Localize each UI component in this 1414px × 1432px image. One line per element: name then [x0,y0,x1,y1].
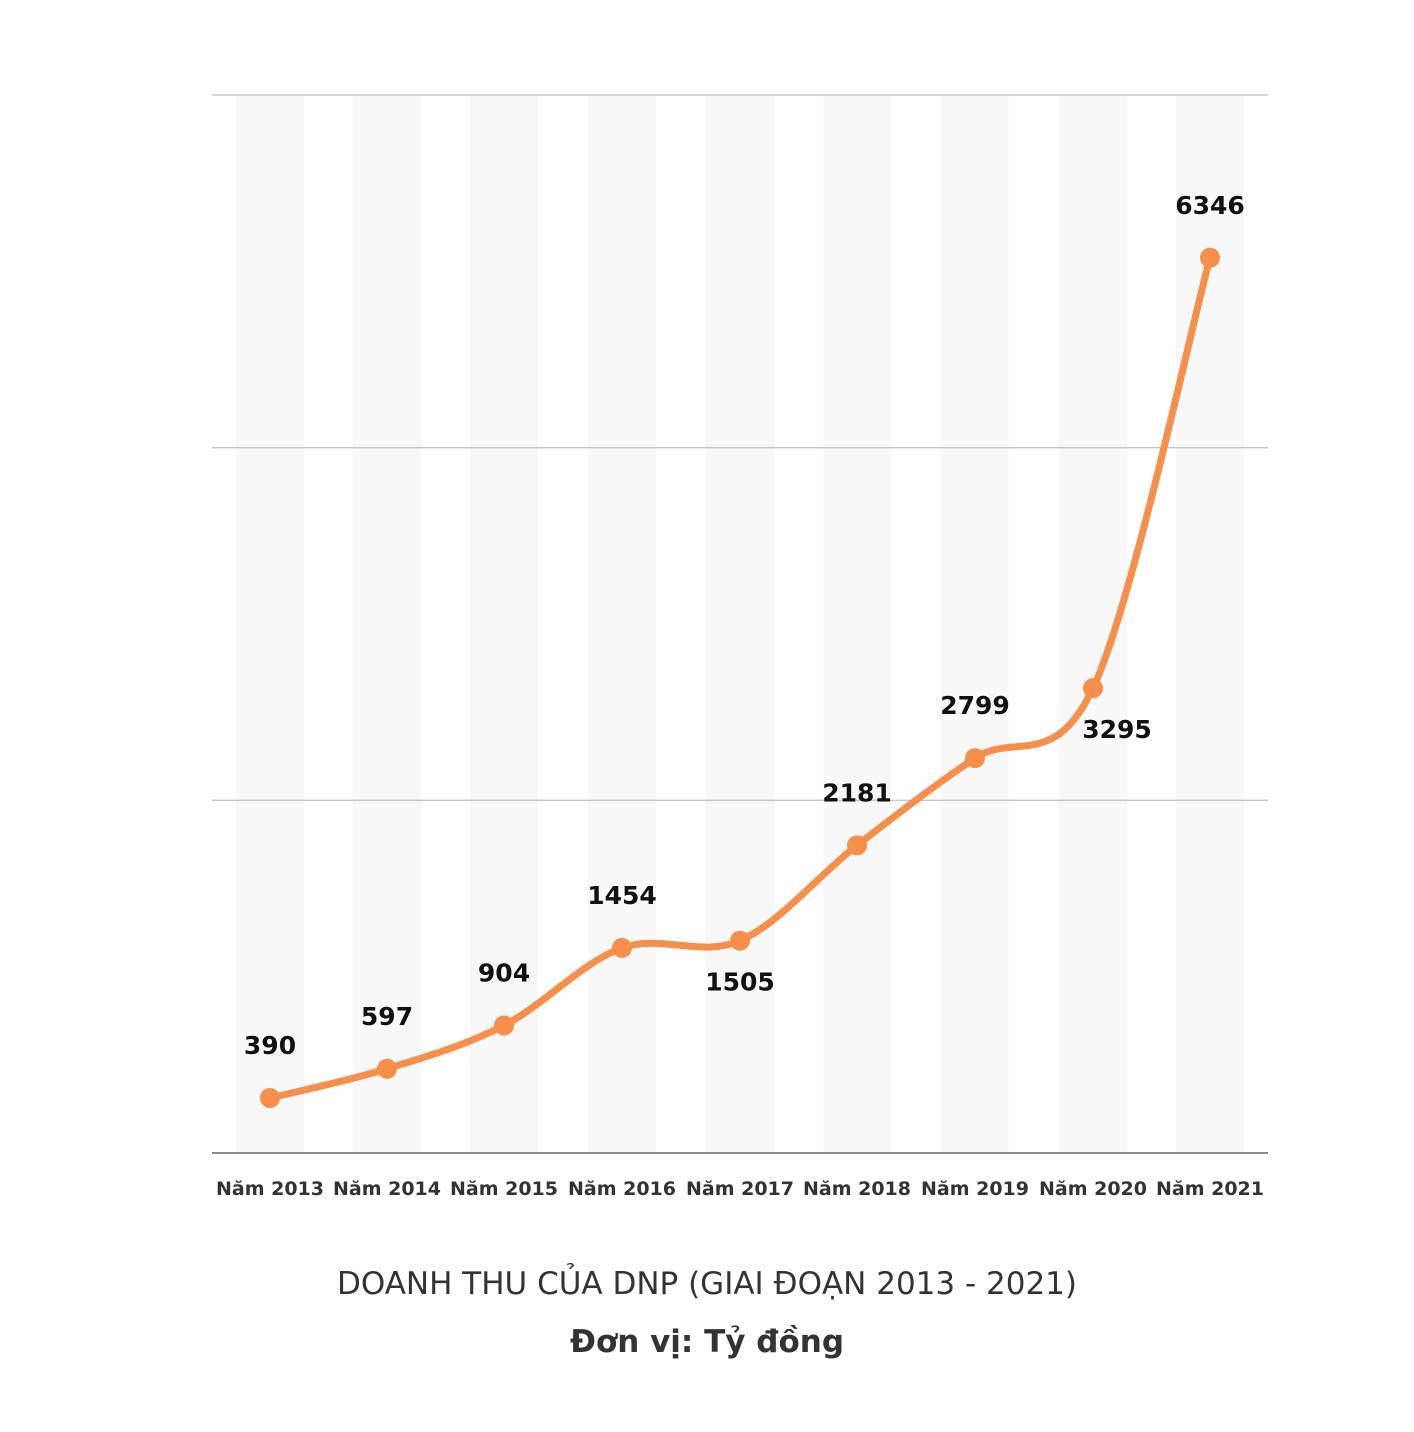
data-point [260,1087,280,1108]
data-point [494,1015,514,1036]
data-label: 1505 [705,968,775,997]
x-tick-label: Năm 2013 [216,1178,324,1200]
data-label: 6346 [1175,191,1245,220]
data-label: 3295 [1082,715,1152,744]
category-band [941,95,1009,1153]
x-tick-label: Năm 2019 [921,1178,1029,1200]
category-bands [236,95,1244,1153]
chart-subtitle: Đơn vị: Tỷ đồng [569,1324,845,1360]
data-points [260,247,1220,1108]
x-tick-label: Năm 2020 [1039,1178,1147,1200]
category-band [706,95,774,1153]
data-point [847,835,867,856]
revenue-line-chart: Năm 2013 Năm 2014 Năm 2015 Năm 2016 Năm 2017… [212,94,1268,1200]
x-tick-label: Năm 2014 [333,1178,441,1200]
x-tick-label: Năm 2015 [450,1178,558,1200]
category-band [588,95,656,1153]
data-point [612,937,632,958]
x-tick-label: Năm 2021 [1156,1178,1264,1200]
category-band [236,95,304,1153]
x-tick-labels: Năm 2013 Năm 2014 Năm 2015 Năm 2016 Năm 2017… [216,1178,1264,1200]
category-band [823,95,891,1153]
data-point [965,748,985,769]
data-label: 2181 [822,778,892,807]
data-point [377,1058,397,1079]
category-band [353,95,421,1153]
data-label: 597 [361,1002,413,1031]
x-tick-label: Năm 2018 [803,1178,911,1200]
data-point [1083,678,1103,699]
data-label: 390 [244,1031,296,1060]
data-label: 1454 [587,881,657,910]
data-label: 2799 [940,691,1010,720]
category-band [470,95,538,1153]
x-tick-label: Năm 2017 [686,1178,794,1200]
x-tick-label: Năm 2016 [568,1178,676,1200]
gridlines [212,94,1268,802]
data-labels: 390 597 904 1454 1505 2181 2799 3295 6346 [244,191,1245,1060]
series-line [266,254,1214,1102]
chart-title: DOANH THU CỦA DNP (GIAI ĐOẠN 2013 - 2021… [337,1266,1077,1302]
data-label: 904 [478,958,530,987]
series-line-path [266,254,1214,1102]
data-point [1200,247,1220,268]
data-point [730,930,750,951]
